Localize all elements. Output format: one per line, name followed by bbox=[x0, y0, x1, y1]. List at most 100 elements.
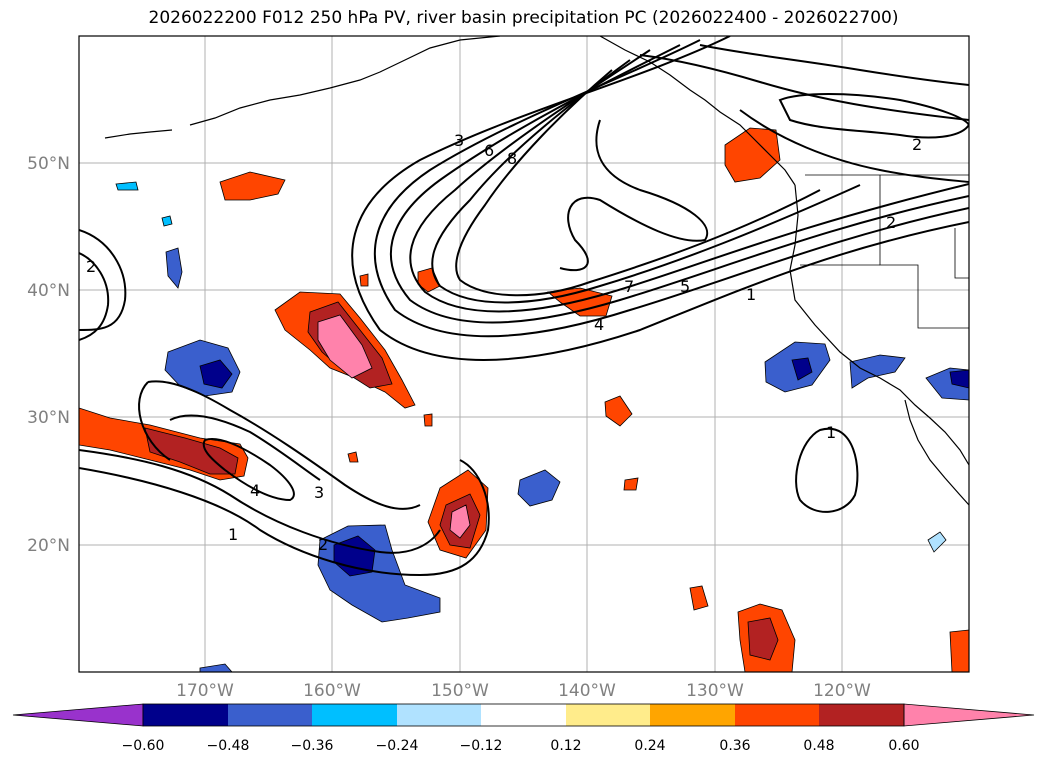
contour-label: 6 bbox=[484, 141, 494, 160]
contour-label: 4 bbox=[594, 315, 604, 334]
colorbar-swatch bbox=[397, 704, 481, 726]
coastlines bbox=[104, 36, 969, 506]
coastline-us-mexico bbox=[789, 184, 969, 466]
pv-contour-4 bbox=[409, 49, 969, 313]
border-states bbox=[954, 228, 969, 279]
colorbar-tick-label: 0.36 bbox=[719, 738, 750, 754]
lat-label: 40°N bbox=[27, 281, 70, 301]
colorbar-swatch bbox=[566, 704, 650, 726]
contour-label: 2 bbox=[318, 535, 328, 554]
colorbar-swatch bbox=[819, 704, 904, 726]
pv-contour-17 bbox=[169, 414, 321, 481]
lon-label: 130°W bbox=[686, 681, 744, 701]
pv-contour-1 bbox=[351, 36, 969, 361]
lat-label: 30°N bbox=[27, 408, 70, 428]
pv-contour-8 bbox=[639, 54, 969, 121]
map-title: 2026022200 F012 250 hPa PV, river basin … bbox=[148, 8, 899, 28]
pv-contour-18 bbox=[202, 437, 295, 502]
pv-contour-6 bbox=[455, 69, 821, 297]
coastline-alaska-peninsula bbox=[189, 36, 501, 126]
precip-blob-positive bbox=[724, 127, 781, 183]
pv-contour-11 bbox=[739, 109, 969, 183]
colorbar-tick-label: −0.48 bbox=[207, 738, 250, 754]
precip-blob-positive bbox=[689, 585, 709, 611]
precip-positive-areas bbox=[79, 127, 969, 672]
contour-label: 1 bbox=[228, 525, 238, 544]
lon-label: 150°W bbox=[431, 681, 489, 701]
precip-blob-positive bbox=[359, 273, 369, 287]
precip-blob-negative bbox=[161, 215, 173, 227]
lat-label: 50°N bbox=[27, 154, 70, 174]
precip-blob-positive bbox=[747, 617, 779, 661]
precip-blob-positive bbox=[317, 314, 373, 379]
colorbar-tick-label: 0.48 bbox=[803, 738, 834, 754]
colorbar-tick-label: −0.36 bbox=[291, 738, 334, 754]
pv-contour-13 bbox=[79, 252, 110, 341]
precip-blob-negative bbox=[949, 369, 969, 389]
colorbar-tick-label: 0.12 bbox=[550, 738, 581, 754]
precip-blob-positive bbox=[219, 171, 286, 201]
colorbar-min-extension bbox=[12, 703, 144, 727]
pv-contour-19 bbox=[138, 381, 171, 461]
pv-contour-2 bbox=[373, 39, 969, 338]
contour-label: 3 bbox=[454, 131, 464, 150]
colorbar-swatch bbox=[228, 704, 312, 726]
precip-blob-negative bbox=[791, 357, 813, 381]
contour-label: 2 bbox=[912, 135, 922, 154]
precip-blob-positive bbox=[347, 451, 359, 463]
pv-contour-14 bbox=[79, 459, 490, 577]
colorbar bbox=[12, 703, 1035, 727]
pv-contour-9 bbox=[699, 44, 969, 86]
contour-label: 1 bbox=[746, 285, 756, 304]
precip-blob-negative bbox=[115, 181, 139, 191]
precip-blob-positive bbox=[449, 504, 471, 539]
colorbar-outline bbox=[142, 703, 905, 727]
coastline-bc-alaska bbox=[599, 36, 796, 186]
coastline-aleutians bbox=[104, 129, 173, 139]
colorbar-swatch bbox=[735, 704, 819, 726]
border-states bbox=[879, 175, 969, 329]
longitude-labels: 170°W 160°W 150°W 140°W 130°W 120°W bbox=[176, 681, 871, 701]
contour-label: 2 bbox=[86, 257, 96, 276]
pv-contour-15 bbox=[79, 449, 441, 554]
pv-contour-3 bbox=[389, 44, 969, 324]
pv-contour-7 bbox=[559, 119, 709, 272]
state-borders bbox=[800, 174, 969, 329]
precip-blob-positive bbox=[604, 395, 633, 427]
lon-label: 120°W bbox=[813, 681, 871, 701]
colorbar-max-extension bbox=[903, 703, 1035, 727]
colorbar-tick-label: −0.60 bbox=[122, 738, 165, 754]
precip-blob-negative bbox=[165, 247, 183, 289]
colorbar-tick-label: −0.12 bbox=[460, 738, 503, 754]
contour-label: 8 bbox=[507, 149, 517, 168]
contour-label: 1 bbox=[826, 423, 836, 442]
coastline-baja bbox=[904, 399, 969, 506]
precip-blob-positive bbox=[423, 413, 433, 427]
colorbar-swatch bbox=[650, 704, 735, 726]
pv-contour-5 bbox=[431, 59, 861, 304]
map-frame bbox=[78, 35, 970, 673]
colorbar-tick-label: −0.24 bbox=[376, 738, 419, 754]
precip-blob-negative bbox=[849, 354, 906, 389]
pv-contour-10 bbox=[778, 93, 969, 139]
lat-label: 20°N bbox=[27, 536, 70, 556]
pv-contours bbox=[79, 36, 969, 577]
lon-label: 170°W bbox=[176, 681, 234, 701]
contour-labels: 3 6 8 7 5 4 1 2 2 2 4 3 2 1 1 bbox=[86, 131, 922, 554]
contour-label: 3 bbox=[314, 483, 324, 502]
colorbar-tick-labels: −0.60 −0.48 −0.36 −0.24 −0.12 0.12 0.24 … bbox=[122, 738, 920, 754]
precip-blob-negative bbox=[517, 469, 561, 507]
colorbar-swatch bbox=[143, 704, 228, 726]
precip-blob-positive bbox=[949, 629, 969, 672]
colorbar-swatch bbox=[481, 704, 566, 726]
colorbar-tick-label: 0.24 bbox=[634, 738, 665, 754]
precip-blob-negative bbox=[927, 531, 947, 553]
precip-blob-positive bbox=[623, 477, 639, 491]
precip-blob-negative bbox=[199, 663, 233, 672]
contour-label: 7 bbox=[624, 277, 634, 296]
contour-label: 5 bbox=[680, 277, 690, 296]
colorbar-swatch bbox=[312, 704, 397, 726]
colorbar-tick-label: 0.60 bbox=[888, 738, 919, 754]
latitude-labels: 50°N 40°N 30°N 20°N bbox=[27, 154, 70, 556]
